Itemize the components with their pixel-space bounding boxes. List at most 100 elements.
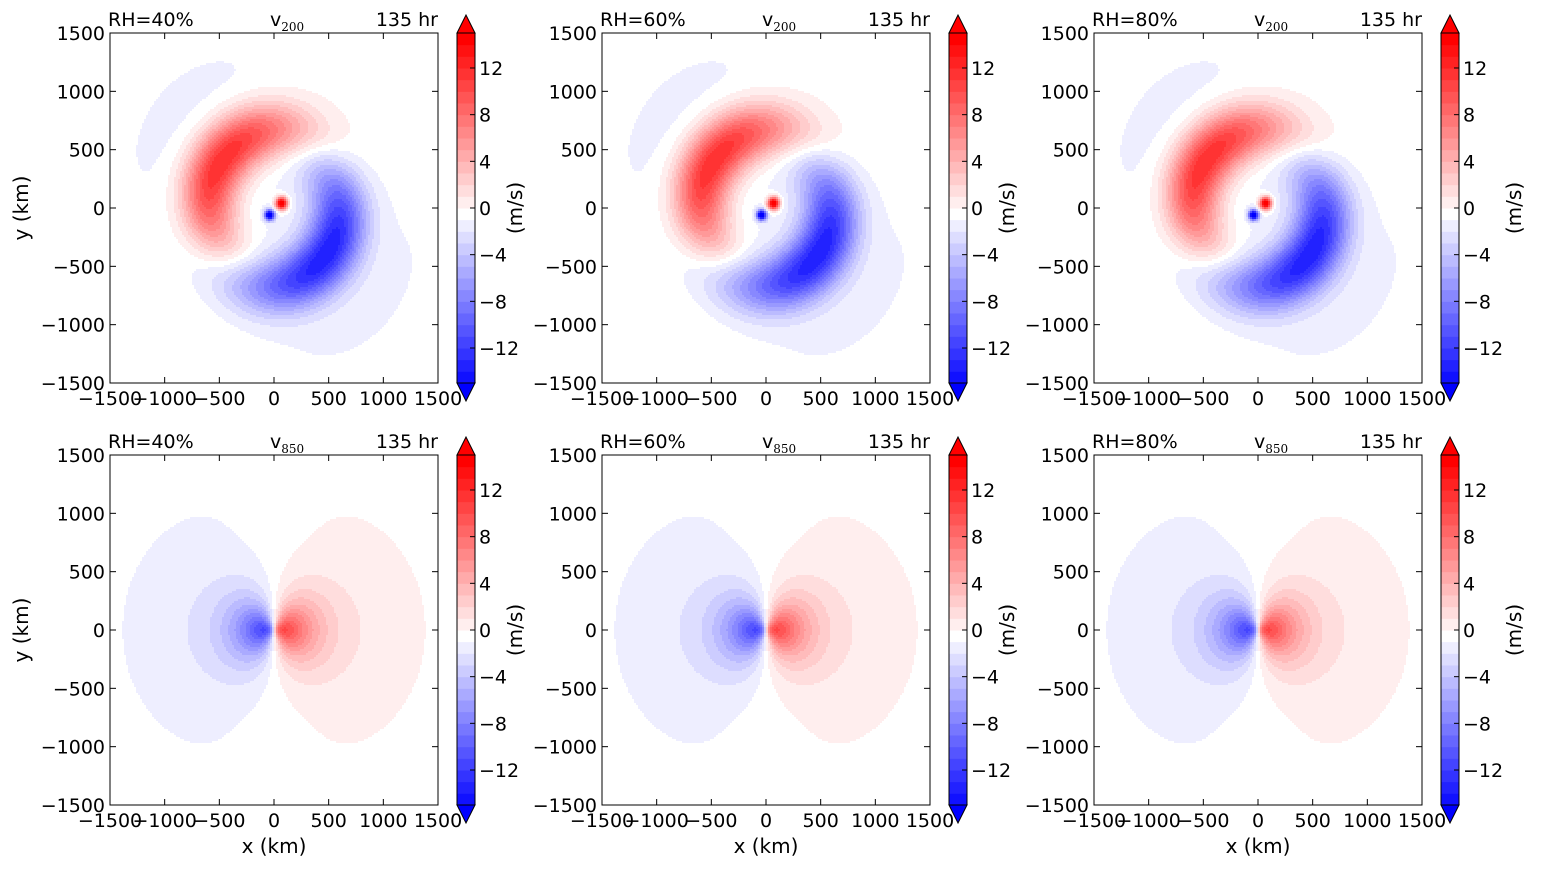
- colorbar-segment: [457, 758, 475, 771]
- colorbar-segment: [1441, 478, 1459, 491]
- variable-symbol: v: [1254, 431, 1265, 453]
- y-tick-label: 500: [69, 140, 105, 162]
- colorbar-label: (m/s): [1502, 604, 1526, 656]
- x-tick-label: 1000: [1343, 810, 1391, 832]
- colorbar-tick-label: −4: [479, 245, 507, 267]
- colorbar-tick-label: 12: [1463, 58, 1487, 80]
- y-tick-label: −1000: [533, 315, 597, 337]
- colorbar-segment: [457, 571, 475, 584]
- x-tick-label: 1500: [414, 388, 462, 410]
- y-tick-label: −500: [53, 678, 105, 700]
- x-tick-label: 0: [1252, 388, 1264, 410]
- y-tick-label: −1000: [41, 737, 105, 759]
- x-tick-label: 1000: [851, 388, 899, 410]
- x-tick-label: 1500: [906, 388, 954, 410]
- x-tick-label: −1000: [133, 810, 197, 832]
- colorbar-segment: [1441, 289, 1459, 302]
- colorbar-segment: [457, 630, 475, 643]
- colorbar-segment: [949, 184, 967, 197]
- colorbar-segment: [1441, 466, 1459, 479]
- colorbar-segment: [949, 138, 967, 151]
- panel-variable-label: v850: [1254, 431, 1288, 456]
- colorbar-segment: [457, 161, 475, 174]
- colorbar-label: (m/s): [503, 182, 527, 234]
- colorbar-segment: [949, 33, 967, 46]
- colorbar-segment: [457, 184, 475, 197]
- x-tick-label: 1000: [359, 388, 407, 410]
- heatmap-field: [110, 33, 438, 383]
- panel-time-label: 135 hr: [376, 9, 438, 31]
- colorbar-extend-max: [456, 13, 476, 34]
- panel-time-label: 135 hr: [868, 431, 930, 453]
- colorbar-segment: [1441, 266, 1459, 279]
- x-tick-label: −1000: [625, 810, 689, 832]
- colorbar-segment: [1441, 490, 1459, 503]
- y-tick-label: −1500: [41, 795, 105, 817]
- colorbar-segment: [457, 114, 475, 127]
- colorbar-segment: [949, 630, 967, 643]
- colorbar-segment: [949, 641, 967, 654]
- colorbar-tick-label: −4: [1463, 667, 1491, 689]
- colorbar-segment: [457, 289, 475, 302]
- variable-level: 850: [281, 442, 304, 456]
- y-tick-label: −500: [53, 256, 105, 278]
- colorbar-segment: [457, 536, 475, 549]
- colorbar-segment: [1441, 781, 1459, 794]
- colorbar-segment: [949, 266, 967, 279]
- colorbar-segment: [949, 595, 967, 608]
- colorbar-segment: [1441, 746, 1459, 759]
- colorbar-segment: [949, 735, 967, 748]
- variable-symbol: v: [270, 431, 281, 453]
- x-tick-label: 1000: [1343, 388, 1391, 410]
- colorbar-tick-label: −12: [479, 338, 519, 360]
- colorbar-segment: [949, 758, 967, 771]
- colorbar-segment: [949, 501, 967, 514]
- colorbar-tick-label: −8: [971, 713, 999, 735]
- heatmap-field: [110, 455, 438, 805]
- colorbar-segment: [457, 243, 475, 256]
- colorbar-segment: [949, 231, 967, 244]
- colorbar-segment: [1441, 44, 1459, 57]
- variable-level: 850: [773, 442, 796, 456]
- colorbar-segment: [949, 793, 967, 806]
- colorbar-segment: [457, 478, 475, 491]
- colorbar-segment: [949, 149, 967, 162]
- y-tick-label: −500: [545, 256, 597, 278]
- colorbar-segment: [1441, 548, 1459, 561]
- colorbar-segment: [949, 525, 967, 538]
- colorbar-segment: [1441, 455, 1459, 468]
- y-tick-label: 1500: [57, 23, 105, 45]
- colorbar-segment: [457, 219, 475, 232]
- colorbar-tick-label: 8: [1463, 527, 1475, 549]
- panel-time-label: 135 hr: [868, 9, 930, 31]
- colorbar-tick-label: −8: [479, 713, 507, 735]
- x-tick-label: −1500: [1062, 810, 1126, 832]
- colorbar-segment: [949, 289, 967, 302]
- colorbar-segment: [949, 44, 967, 57]
- colorbar-segment: [1441, 653, 1459, 666]
- y-tick-label: 500: [561, 562, 597, 584]
- y-tick-label: 500: [1053, 562, 1089, 584]
- colorbar-segment: [457, 781, 475, 794]
- colorbar-tick-label: 8: [479, 527, 491, 549]
- colorbar-segment: [1441, 313, 1459, 326]
- heatmap-field: [1094, 33, 1422, 383]
- x-tick-label: 1500: [906, 810, 954, 832]
- colorbar-segment: [949, 513, 967, 526]
- colorbar-tick-label: −12: [971, 338, 1011, 360]
- x-tick-label: 0: [1252, 810, 1264, 832]
- colorbar-segment: [949, 583, 967, 596]
- colorbar-segment: [949, 723, 967, 736]
- colorbar-tick-label: 8: [971, 105, 983, 127]
- colorbar-segment: [1441, 68, 1459, 81]
- colorbar-segment: [457, 595, 475, 608]
- variable-level: 850: [1265, 442, 1288, 456]
- x-tick-label: −1000: [1117, 810, 1181, 832]
- colorbar-segment: [1441, 196, 1459, 209]
- panel-rh-label: RH=80%: [1092, 431, 1178, 453]
- colorbar-tick-label: 4: [1463, 151, 1475, 173]
- colorbar-segment: [457, 33, 475, 46]
- colorbar-segment: [457, 688, 475, 701]
- x-tick-label: −1500: [570, 388, 634, 410]
- colorbar-segment: [457, 79, 475, 92]
